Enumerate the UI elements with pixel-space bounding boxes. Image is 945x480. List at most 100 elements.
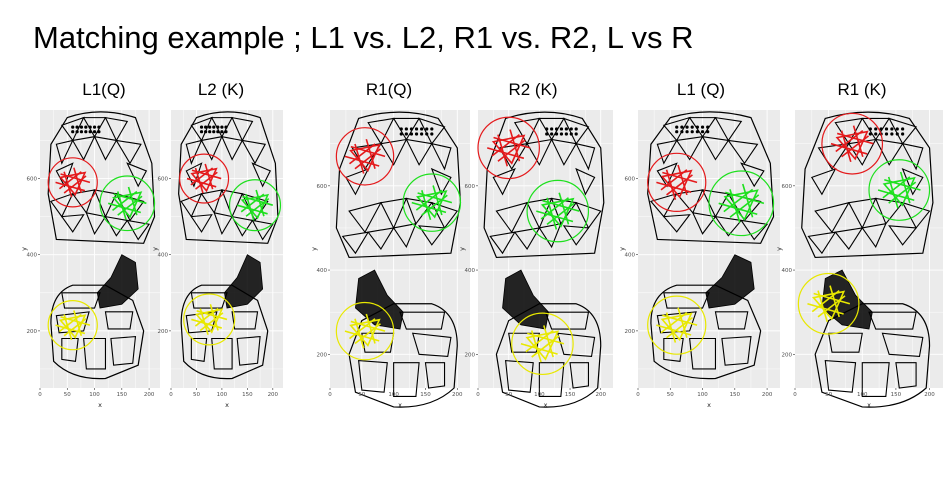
sole-heel-lug [411, 332, 452, 357]
y-tick-label: 600 [625, 177, 636, 183]
match-stroke [660, 312, 693, 342]
sole-tread [190, 214, 213, 233]
sole-dot [564, 127, 568, 131]
match-stroke [60, 316, 91, 326]
sole-heel-lug [104, 311, 134, 330]
sole-dot [212, 125, 216, 129]
plot-l2k: 0 50 100 150 200 200 400 600 x y [151, 110, 283, 415]
sole-tread [380, 138, 408, 166]
x-tick-label: 50 [505, 392, 512, 398]
sole-forefoot-outline [483, 111, 605, 259]
sole-dot [71, 125, 75, 129]
match-stroke [491, 134, 526, 165]
match-stroke [349, 318, 381, 347]
sole-dot [901, 132, 905, 136]
x-tick-label: 200 [762, 392, 773, 398]
x-tick-label: 200 [144, 392, 155, 398]
sole-arch-dots [355, 269, 404, 330]
match-features-yellow [344, 313, 386, 349]
match-stroke [836, 132, 874, 145]
match-stroke [829, 285, 840, 318]
sole-dot [685, 125, 689, 129]
sole-tread [380, 197, 408, 230]
sole-tread [60, 116, 85, 142]
y-tick-label: 600 [465, 184, 476, 190]
sole-dot [695, 125, 699, 129]
sole-heel-lug [569, 362, 590, 389]
sole-tread [200, 135, 223, 161]
plot-r1q: 0 50 100 150 200 200 400 600 x y [300, 110, 470, 415]
y-tick-label: 400 [782, 268, 793, 274]
sole-dot [208, 125, 212, 129]
sole-tread [220, 135, 244, 161]
match-circle-green [99, 175, 156, 232]
sole-tread [492, 167, 516, 196]
sole-dot [430, 132, 434, 136]
match-stroke [113, 193, 147, 205]
sole-dot [420, 132, 424, 136]
y-tick-label: 400 [158, 253, 169, 259]
y-tick-label: 400 [465, 268, 476, 274]
match-features-green [236, 189, 274, 221]
sole-tread [513, 117, 541, 145]
match-stroke [112, 191, 143, 219]
sole-tread [861, 223, 887, 249]
sole-tread [562, 225, 590, 246]
sole-forefoot-outline [178, 111, 279, 244]
match-stroke [660, 169, 693, 199]
sole-heel-lug [663, 337, 684, 362]
sole-dot [216, 125, 220, 129]
x-tick-label: 150 [730, 392, 741, 398]
match-stroke [240, 193, 270, 220]
sole-dot [700, 125, 705, 129]
sole-heel-outline [495, 303, 602, 408]
match-circle-green [228, 179, 282, 232]
sole-dot [204, 125, 208, 129]
sole-dot [884, 127, 889, 131]
sole-tread [489, 231, 516, 255]
sole-dot [204, 130, 208, 134]
sole-tread [231, 116, 254, 142]
sole-heel-lug [544, 311, 590, 330]
sole-dot [874, 127, 878, 131]
match-stroke [417, 192, 453, 204]
sole-dot [414, 132, 419, 136]
match-stroke [723, 189, 759, 221]
match-stroke [350, 145, 386, 158]
match-stroke [242, 195, 274, 206]
sole-dot [404, 127, 408, 131]
match-features-green [536, 192, 580, 230]
sole-dot [224, 130, 228, 134]
sole-tread [71, 135, 96, 161]
x-tick-label: 100 [388, 392, 399, 398]
sole-tread [888, 225, 918, 246]
sole-tread [691, 212, 717, 235]
x-axis-label: x [544, 401, 548, 409]
sole-dot [675, 125, 679, 129]
sole-heel-lug [83, 337, 107, 370]
sole-dot [690, 125, 694, 129]
match-stroke [365, 313, 376, 344]
sole-tread [430, 142, 452, 171]
sole-dot [220, 125, 224, 129]
match-features-yellow [807, 285, 851, 323]
shoe-sole-print [335, 111, 462, 408]
sole-heel-lug [110, 335, 137, 366]
y-tick-label: 200 [27, 329, 38, 335]
match-stroke [416, 190, 448, 219]
y-axis-label: y [775, 247, 783, 251]
sole-dot [84, 125, 88, 129]
match-circle-yellow [47, 300, 98, 351]
sole-tread [888, 117, 918, 145]
x-tick-label: 50 [825, 392, 832, 398]
y-tick-label: 200 [465, 352, 476, 358]
x-tick-label: 150 [242, 392, 253, 398]
sole-tread [814, 201, 850, 234]
sole-dot [399, 127, 403, 131]
match-features-red [186, 163, 222, 194]
match-stroke [349, 143, 381, 173]
match-circle-green [526, 179, 590, 243]
match-stroke [677, 164, 688, 196]
sole-heel-lug [824, 360, 857, 393]
sole-dot [895, 132, 899, 136]
